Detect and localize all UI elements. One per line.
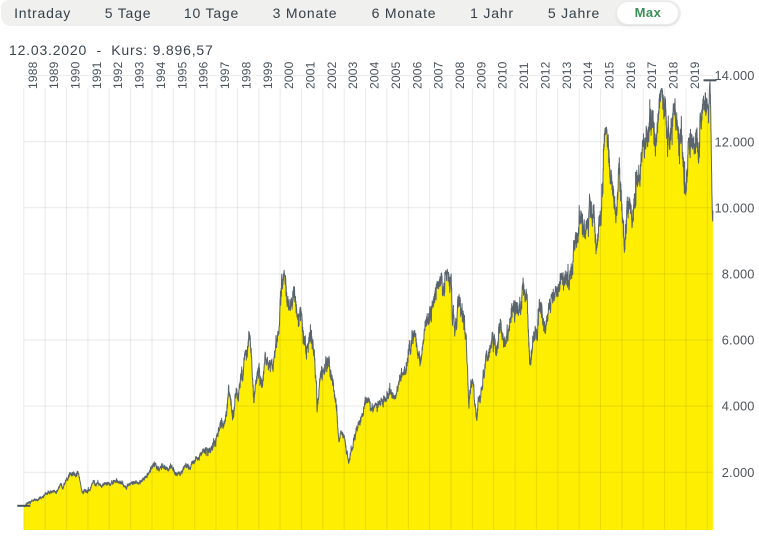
svg-text:1991: 1991	[90, 61, 104, 89]
svg-text:10.000: 10.000	[714, 200, 754, 215]
svg-text:2011: 2011	[517, 62, 531, 89]
svg-text:12.000: 12.000	[714, 134, 754, 149]
svg-text:2016: 2016	[624, 61, 638, 89]
svg-text:14.000: 14.000	[714, 68, 754, 83]
svg-text:1988: 1988	[26, 61, 40, 89]
svg-text:2000: 2000	[282, 61, 296, 89]
svg-text:2001: 2001	[304, 61, 318, 89]
svg-text:2013: 2013	[560, 61, 574, 89]
svg-text:2.000: 2.000	[722, 465, 755, 480]
svg-text:2018: 2018	[667, 61, 681, 89]
svg-text:1995: 1995	[175, 61, 189, 89]
svg-text:2017: 2017	[645, 61, 659, 89]
svg-text:2015: 2015	[603, 61, 617, 89]
svg-text:2005: 2005	[389, 61, 403, 89]
svg-text:4.000: 4.000	[722, 399, 755, 414]
svg-text:1998: 1998	[239, 61, 253, 89]
svg-text:1989: 1989	[47, 61, 61, 89]
svg-text:2014: 2014	[581, 61, 595, 89]
svg-text:2019: 2019	[688, 61, 702, 89]
svg-text:1999: 1999	[261, 61, 275, 89]
svg-text:2010: 2010	[496, 61, 510, 89]
svg-text:2008: 2008	[453, 61, 467, 89]
svg-text:6.000: 6.000	[722, 333, 755, 348]
svg-text:1992: 1992	[111, 61, 125, 89]
svg-text:1996: 1996	[197, 61, 211, 89]
svg-text:2006: 2006	[410, 61, 424, 89]
svg-text:1994: 1994	[154, 61, 168, 89]
svg-text:2007: 2007	[432, 61, 446, 89]
svg-text:2003: 2003	[346, 61, 360, 89]
svg-text:2004: 2004	[368, 61, 382, 89]
svg-text:1993: 1993	[133, 61, 147, 89]
svg-text:8.000: 8.000	[722, 267, 755, 282]
svg-text:2009: 2009	[474, 61, 488, 89]
svg-text:1997: 1997	[218, 61, 232, 89]
svg-text:2012: 2012	[538, 61, 552, 89]
svg-text:1990: 1990	[69, 61, 83, 89]
svg-text:2002: 2002	[325, 61, 339, 89]
